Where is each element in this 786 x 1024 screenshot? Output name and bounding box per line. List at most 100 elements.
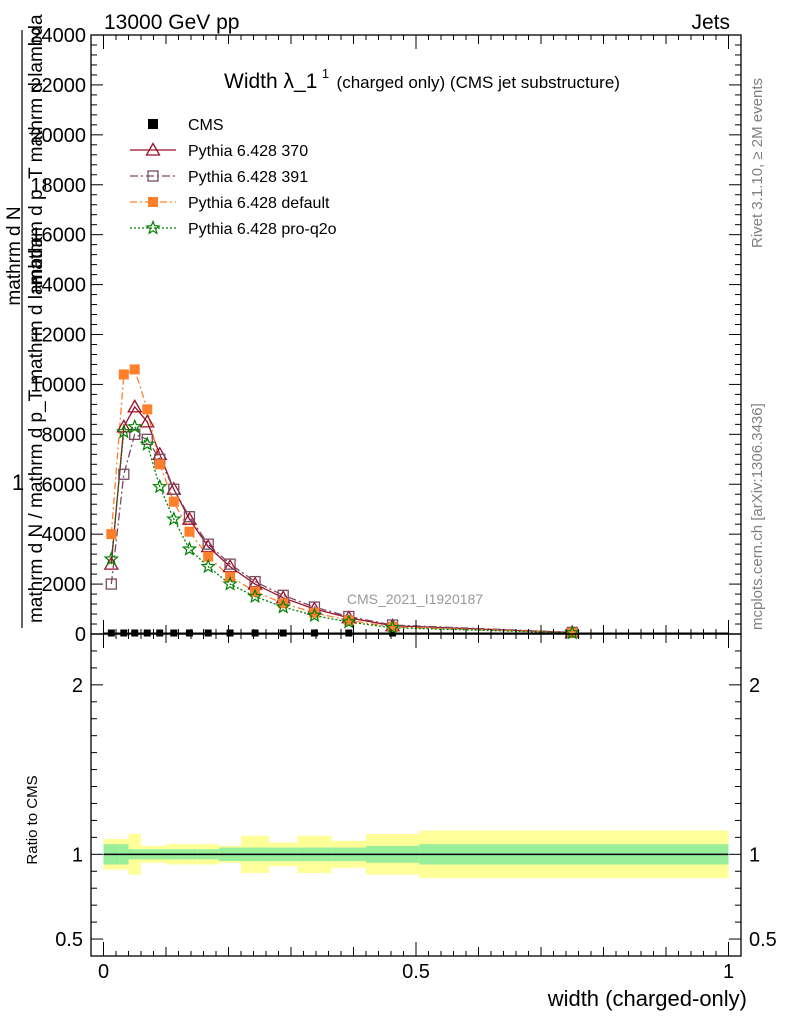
- y-tick-label: 14000: [30, 275, 86, 297]
- series-point-2: [141, 433, 153, 445]
- series-point-3: [567, 627, 578, 638]
- series-point-3: [129, 364, 140, 375]
- series-point-3: [184, 526, 195, 537]
- series-point-2: [224, 558, 236, 570]
- series-point-1: [181, 511, 198, 525]
- legend-marker-4: [145, 219, 161, 235]
- series-point-3: [203, 551, 214, 562]
- y-tick-label: 12000: [30, 325, 86, 347]
- series-line-2: [110, 433, 573, 634]
- cms-point: [120, 629, 128, 637]
- legend: CMS Pythia 6.428 370 Pythia 6.428 391 Pythi…: [130, 117, 337, 238]
- ratio-tick-label: 1: [72, 844, 83, 866]
- y-tick-label: 20000: [30, 125, 86, 147]
- y-tick-label: 18000: [30, 175, 86, 197]
- series-point-2: [118, 468, 130, 480]
- x-axis-label: width (charged-only): [547, 986, 747, 1011]
- cms-point: [156, 629, 164, 637]
- main-series-markers: [103, 364, 729, 640]
- series-point-4: [275, 598, 291, 614]
- legend-label-1: Pythia 6.428 370: [188, 143, 308, 160]
- series-point-4: [166, 511, 182, 526]
- title-suffix: (charged only) (CMS jet substructure): [337, 73, 620, 92]
- series-point-4: [341, 613, 357, 629]
- ratio-y-label: Ratio to CMS: [24, 775, 41, 864]
- series-point-4: [222, 575, 238, 591]
- series-point-4: [116, 423, 132, 439]
- y-label-denominator-main: mathrm d N / mathrm d p_T mathrm d lambd…: [26, 237, 47, 624]
- series-point-3: [118, 369, 129, 380]
- ratio-tick-label-right: 0.5: [749, 929, 777, 951]
- series-point-1: [116, 419, 132, 433]
- y-tick-label: 24000: [30, 25, 86, 47]
- ratio-tick-label-right: 1: [749, 844, 760, 866]
- series-point-3: [278, 598, 289, 609]
- series-point-2: [105, 578, 117, 590]
- ratio-tick-label: 0.5: [55, 929, 83, 951]
- series-point-4: [384, 619, 401, 635]
- series-point-4: [139, 436, 156, 451]
- y-tick-label: 6000: [42, 474, 87, 496]
- cms-point: [226, 629, 234, 637]
- rivet-label: Rivet 3.1.10, ≥ 2M events: [749, 78, 766, 248]
- series-point-3: [106, 529, 117, 540]
- cms-point: [251, 629, 259, 637]
- series-point-3: [168, 496, 179, 507]
- legend-marker-1: [145, 142, 161, 156]
- y-tick-label: 10000: [30, 374, 86, 396]
- series-point-4: [151, 478, 168, 494]
- legend-label-2: Pythia 6.428 391: [188, 169, 308, 186]
- header-category: Jets: [691, 11, 730, 34]
- series-point-4: [200, 558, 216, 574]
- legend-label-3: Pythia 6.428 default: [188, 195, 330, 212]
- main-series-lines: [110, 368, 573, 634]
- x-tick-label: 0: [98, 961, 109, 983]
- series-point-2: [168, 483, 180, 495]
- y-label-prefix: 1: [12, 470, 24, 495]
- mcplots-label: mcplots.cern.ch [arXiv:1306.3436]: [749, 403, 766, 630]
- cms-point: [310, 629, 318, 637]
- legend-marker-2: [147, 170, 159, 182]
- header-energy: 13000 GeV pp: [104, 11, 239, 34]
- cms-point: [107, 629, 115, 637]
- series-point-3: [343, 615, 354, 626]
- legend-label-4: Pythia 6.428 pro-q2o: [188, 221, 337, 238]
- series-point-4: [181, 540, 198, 556]
- series-point-4: [306, 607, 323, 623]
- cms-point: [143, 629, 151, 637]
- cms-point: [131, 629, 139, 637]
- x-tick-label: 1: [723, 961, 734, 983]
- y-tick-label: 2000: [42, 574, 87, 596]
- y-tick-label: 16000: [30, 225, 86, 247]
- series-point-4: [126, 418, 143, 434]
- cms-point: [170, 629, 178, 637]
- cms-point: [389, 629, 397, 637]
- y-tick-label: 22000: [30, 75, 86, 97]
- axes: 0 2000 4000 6000 8000 10000 12000 14000 16000 180…: [30, 25, 776, 983]
- series-point-2: [202, 538, 214, 550]
- series-point-3: [387, 622, 398, 633]
- y-axis-label: 1 mathrm d N mathrm d p_T mathrm d lambd…: [4, 14, 47, 628]
- legend-marker-3: [148, 197, 158, 207]
- analysis-watermark: CMS_2021_I1920187: [347, 591, 483, 607]
- series-point-1: [127, 399, 143, 413]
- ratio-tick-label: 2: [72, 675, 83, 697]
- series-point-3: [154, 459, 165, 470]
- y-tick-label: 8000: [42, 424, 87, 446]
- series-line-4: [110, 426, 573, 634]
- legend-label-0: CMS: [188, 117, 224, 134]
- cms-point: [204, 629, 212, 637]
- series-point-3: [309, 607, 320, 618]
- y-label-denominator-top: mathrm d p_T mathrm d lambda: [26, 14, 47, 285]
- series-point-1: [139, 414, 155, 428]
- y-tick-label: 4000: [42, 524, 87, 546]
- ratio-tick-label-right: 2: [749, 675, 760, 697]
- series-point-3: [142, 404, 153, 415]
- cms-point: [185, 629, 193, 637]
- series-point-4: [103, 550, 120, 566]
- y-tick-label: 0: [75, 624, 86, 646]
- cms-point: [345, 629, 353, 637]
- series-point-4: [564, 624, 581, 640]
- series-point-4: [247, 588, 263, 604]
